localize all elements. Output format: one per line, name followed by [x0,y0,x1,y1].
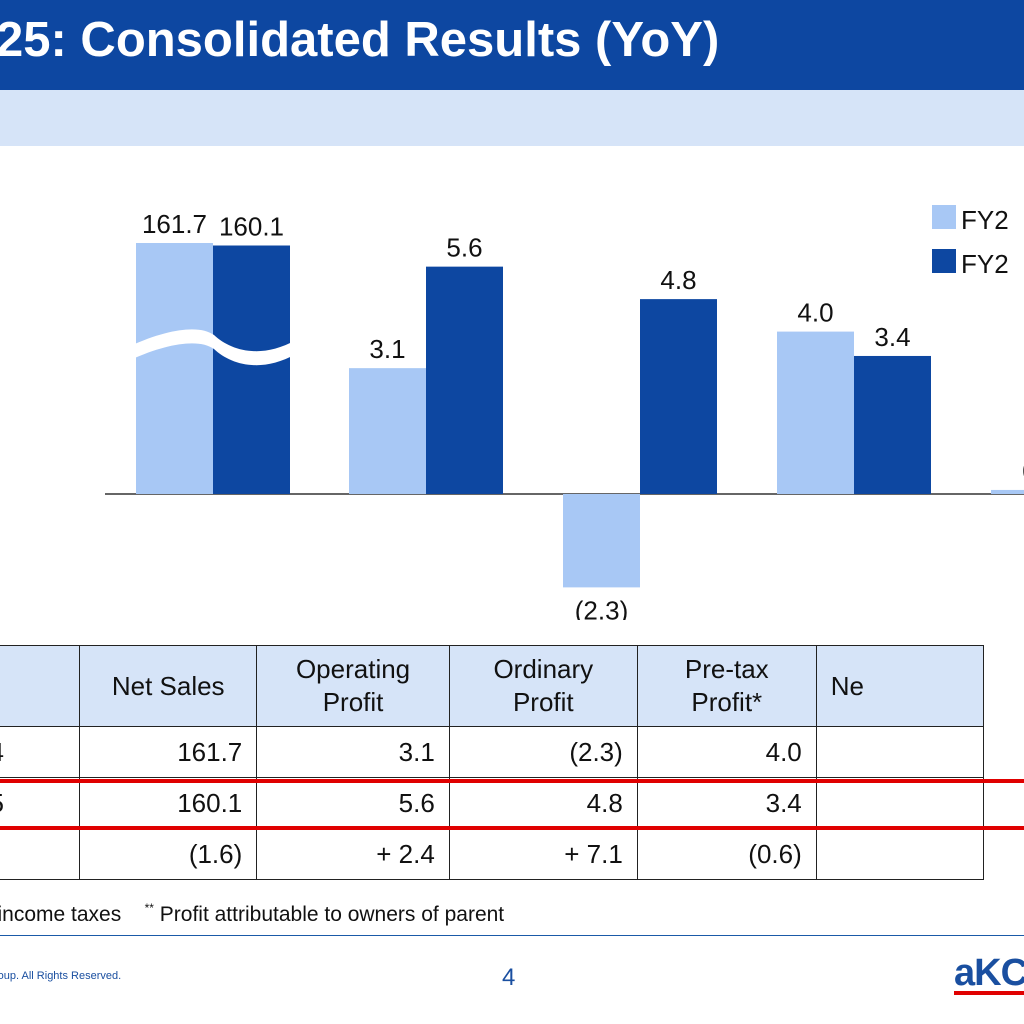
copyright-text: roup. All Rights Reserved. [0,970,122,982]
table-cell: 4.8 [448,777,638,829]
row-label: 24 [0,726,81,778]
bar [640,299,717,494]
table-cell: 4.0 [636,726,817,778]
legend-swatch [932,205,956,229]
table-cell [815,777,985,829]
bar [136,243,213,494]
table-cell [815,828,985,880]
bar-value-label: 4.0 [797,298,833,328]
table-header-ordinary-profit: Ordinary Profit [448,645,638,727]
table-cell: (1.6) [79,828,258,880]
bar-value-label: 161.7 [142,209,207,239]
table-cell: 3.4 [636,777,817,829]
axis-break-wave [130,329,296,366]
table-header-net-profit: Ne [815,645,985,727]
bar [426,266,503,494]
table-row: 24 161.7 3.1 (2.3) 4.0 [0,726,985,778]
bar [563,494,640,588]
bar-value-label: 3.4 [874,322,910,352]
bar [349,368,426,494]
company-logo: aKC [954,955,1024,995]
table-cell: 160.1 [79,777,258,829]
bar [777,331,854,494]
title-bar: 25: Consolidated Results (YoY) [0,0,1024,90]
footnote-marker: ** [144,901,154,915]
table-header-net-sales: Net Sales [79,645,258,727]
row-label: / [0,828,81,880]
page-number: 4 [502,964,516,991]
table-cell: + 2.4 [256,828,450,880]
bar-value-label: 0 [1022,456,1024,486]
bar [991,489,1024,494]
table-cell: 3.1 [256,726,450,778]
footnote-text: e income taxes [0,903,122,926]
legend-label: FY2 [961,249,1009,279]
table-header-row: Net Sales Operating Profit Ordinary Prof… [0,645,985,727]
table-header-label [0,645,81,727]
row-label: 25 [0,777,81,829]
legend-swatch [932,249,956,273]
table-cell [815,726,985,778]
table-header-pretax-profit: Pre-tax Profit* [636,645,817,727]
logo-underline [954,991,1024,995]
results-table: Net Sales Operating Profit Ordinary Prof… [0,645,985,880]
highlight-box [0,779,1024,830]
bar [213,245,290,494]
table-cell: (0.6) [636,828,817,880]
bar-value-label: 3.1 [369,334,405,364]
table-cell: (2.3) [448,726,638,778]
bar [854,355,931,494]
bar-value-label: 4.8 [660,265,696,295]
footnote: e income taxes ** Profit attributable to… [0,901,505,927]
logo-wordmark: aKC [954,955,1024,994]
subtitle-band [0,90,1024,146]
table-row: / (1.6) + 2.4 + 7.1 (0.6) [0,828,985,880]
footnote-text: Profit attributable to owners of parent [159,903,505,926]
page-title: 25: Consolidated Results (YoY) [0,13,720,67]
legend-label: FY2 [961,205,1009,235]
footer-divider [0,935,1024,936]
table-header-operating-profit: Operating Profit [256,645,450,727]
table-cell: + 7.1 [448,828,638,880]
table-row: 25 160.1 5.6 4.8 3.4 [0,777,985,829]
table-cell: 161.7 [79,726,258,778]
results-bar-chart: 161.7 3.1 (2.3) 4.0 0 160.1 5.6 4.8 3.4 FY2 FY2 [105,205,1024,620]
bar-value-label: 5.6 [446,233,482,263]
bar-value-label: 160.1 [219,212,284,242]
bar-value-label: (2.3) [575,595,628,620]
table-cell: 5.6 [256,777,450,829]
